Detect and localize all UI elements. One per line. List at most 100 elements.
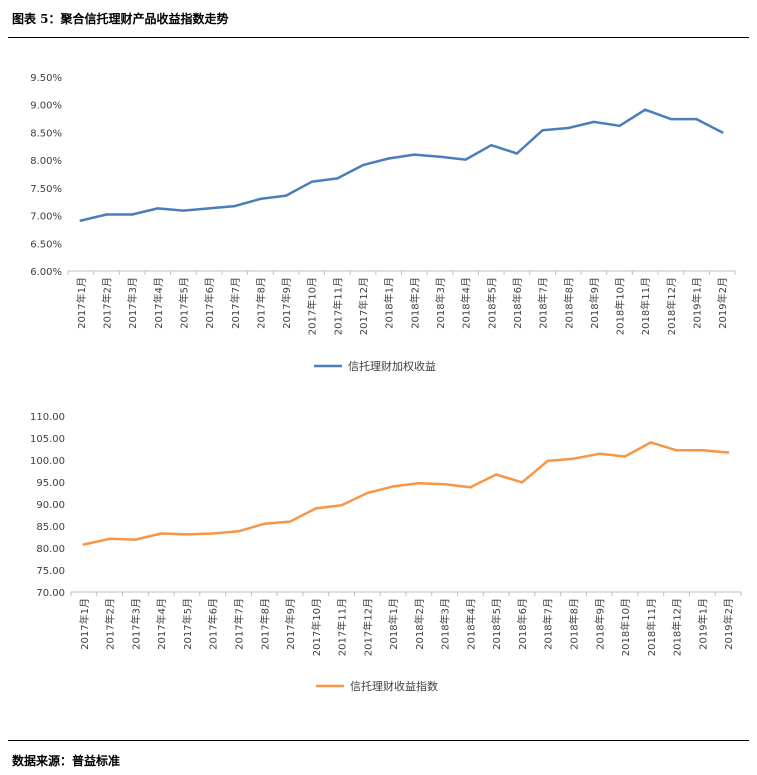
data-point	[108, 537, 111, 540]
y-tick-label: 7.00%	[30, 212, 62, 223]
data-point	[134, 538, 137, 541]
x-tick-label: 2017年3月	[126, 277, 139, 329]
data-point	[520, 481, 524, 484]
y-tick-label: 6.00%	[30, 267, 62, 278]
x-tick-label: 2019年2月	[716, 277, 729, 329]
series-line	[82, 441, 730, 546]
x-tick-label: 2018年4月	[460, 277, 473, 329]
x-tick-label: 2017年5月	[181, 598, 194, 650]
data-point	[182, 209, 185, 212]
x-tick-label: 2018年6月	[516, 598, 529, 650]
y-tick-label: 95.00	[36, 478, 65, 489]
x-tick-label: 2018年7月	[537, 277, 550, 329]
data-point	[515, 152, 519, 155]
data-point	[675, 449, 678, 452]
data-point	[726, 451, 730, 454]
x-tick-label: 2017年5月	[177, 277, 190, 329]
x-tick-label: 2019年2月	[722, 598, 735, 650]
x-tick-label: 2018年11月	[639, 277, 652, 335]
x-tick-label: 2018年10月	[614, 277, 627, 335]
x-tick-label: 2018年2月	[413, 598, 426, 650]
x-tick-label: 2018年2月	[408, 277, 421, 329]
x-tick-label: 2018年9月	[593, 598, 606, 650]
y-tick-label: 70.00	[36, 588, 65, 599]
top-rule	[8, 37, 749, 38]
x-tick-label: 2017年1月	[75, 277, 88, 329]
data-point	[417, 482, 421, 485]
data-point	[495, 473, 498, 476]
data-point	[314, 507, 317, 510]
y-tick-label: 7.50%	[30, 184, 62, 195]
x-tick-label: 2018年10月	[619, 598, 632, 656]
data-point	[207, 207, 211, 210]
x-tick-label: 2017年3月	[129, 598, 142, 650]
x-tick-label: 2017年1月	[78, 598, 91, 650]
data-point	[701, 449, 704, 452]
data-point	[413, 153, 416, 156]
data-point	[160, 532, 163, 535]
y-tick-label: 8.00%	[30, 156, 62, 167]
y-tick-label: 105.00	[30, 434, 65, 445]
y-tick-label: 9.50%	[30, 73, 62, 84]
y-tick-label: 110.00	[30, 412, 65, 423]
data-point	[237, 530, 240, 533]
x-tick-label: 2018年8月	[562, 277, 575, 329]
legend-label: 信托理财收益指数	[350, 679, 438, 693]
x-tick-label: 2017年4月	[152, 277, 165, 329]
data-point	[438, 155, 442, 158]
data-point	[284, 194, 288, 197]
x-tick-label: 2017年9月	[280, 277, 293, 329]
x-tick-label: 2018年9月	[588, 277, 601, 329]
data-point	[572, 457, 575, 460]
data-point	[336, 177, 339, 180]
data-point	[156, 207, 159, 210]
y-tick-label: 75.00	[36, 566, 65, 577]
data-point	[105, 213, 108, 216]
x-tick-label: 2017年11月	[331, 277, 344, 335]
y-tick-label: 85.00	[36, 522, 65, 533]
x-tick-label: 2017年12月	[357, 277, 370, 335]
x-tick-label: 2017年9月	[284, 598, 297, 650]
data-point	[598, 452, 601, 455]
data-point	[211, 532, 214, 535]
x-tick-label: 2018年6月	[511, 277, 524, 329]
bottom-rule	[8, 740, 749, 741]
x-tick-label: 2017年2月	[104, 598, 117, 650]
data-point	[623, 455, 627, 458]
data-point	[259, 197, 262, 201]
x-tick-label: 2017年10月	[310, 598, 323, 656]
x-tick-label: 2017年8月	[258, 598, 271, 650]
x-tick-label: 2017年11月	[336, 598, 349, 656]
data-point	[567, 126, 570, 130]
x-tick-label: 2019年1月	[696, 598, 709, 650]
data-point	[82, 543, 86, 546]
data-point	[669, 117, 673, 121]
data-point	[391, 485, 395, 488]
data-point	[541, 129, 544, 132]
x-tick-label: 2018年12月	[665, 277, 678, 335]
data-point	[340, 504, 343, 507]
data-point	[618, 124, 621, 128]
data-point	[443, 483, 446, 486]
data-point	[644, 108, 647, 111]
x-tick-label: 2018年11月	[645, 598, 658, 656]
x-tick-label: 2017年6月	[203, 277, 216, 329]
data-point	[79, 219, 83, 222]
x-tick-label: 2018年1月	[383, 277, 396, 329]
y-tick-label: 80.00	[36, 544, 65, 555]
data-point	[288, 520, 292, 523]
data-point	[185, 533, 189, 536]
data-point	[464, 158, 467, 161]
data-point	[592, 120, 596, 124]
data-point	[233, 204, 236, 208]
x-tick-label: 2017年2月	[100, 277, 113, 329]
x-tick-label: 2017年6月	[207, 598, 220, 650]
data-point	[263, 522, 266, 525]
legend-label: 信托理财加权收益	[348, 359, 436, 373]
data-point	[469, 486, 472, 489]
figure-title: 图表 5：聚合信托理财产品收益指数走势	[12, 12, 229, 26]
data-point	[130, 213, 134, 216]
x-tick-label: 2017年8月	[254, 277, 267, 329]
data-point	[721, 131, 724, 134]
x-tick-label: 2018年8月	[568, 598, 581, 650]
